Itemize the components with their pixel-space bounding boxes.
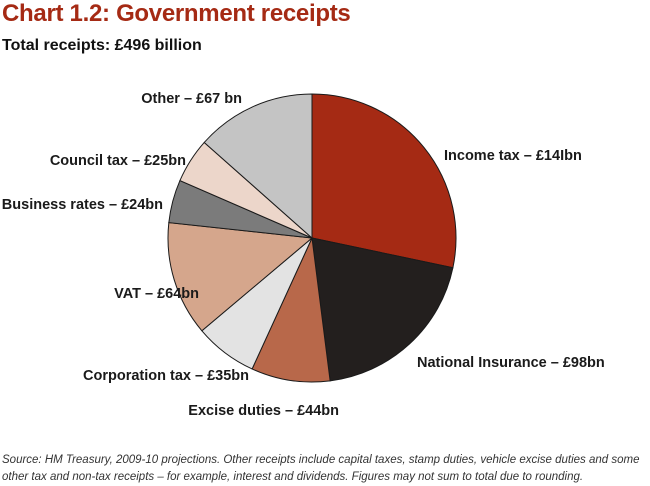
source-footnote: Source: HM Treasury, 2009-10 projections… — [2, 454, 640, 483]
pie-slice-income-tax — [311, 93, 457, 269]
slice-label-national-insurance: National Insurance – £98bn — [417, 355, 605, 371]
slice-label-excise-duties: Excise duties – £44bn — [188, 403, 339, 419]
slice-label-corporation-tax: Corporation tax – £35bn — [83, 368, 249, 384]
slice-label-vat: VAT – £64bn — [114, 286, 199, 302]
pie-slice-vat — [167, 222, 314, 332]
pie-slice-national-insurance — [311, 237, 454, 382]
pie-labels: Income tax – £14Ibn National Insurance – … — [2, 91, 605, 419]
slice-label-other: Other – £67 bn — [141, 91, 242, 107]
chart-title: Chart 1.2: Government receipts — [2, 0, 351, 27]
slice-label-council-tax: Council tax – £25bn — [50, 153, 186, 169]
pie-chart: Income tax – £14Ibn National Insurance – … — [2, 91, 605, 419]
chart-subtitle: Total receipts: £496 billion — [2, 37, 202, 54]
pie-slice-other — [203, 93, 313, 240]
slice-label-business-rates: Business rates – £24bn — [2, 197, 163, 213]
slice-label-income-tax: Income tax – £14Ibn — [444, 148, 582, 164]
pie-slices — [167, 93, 457, 383]
